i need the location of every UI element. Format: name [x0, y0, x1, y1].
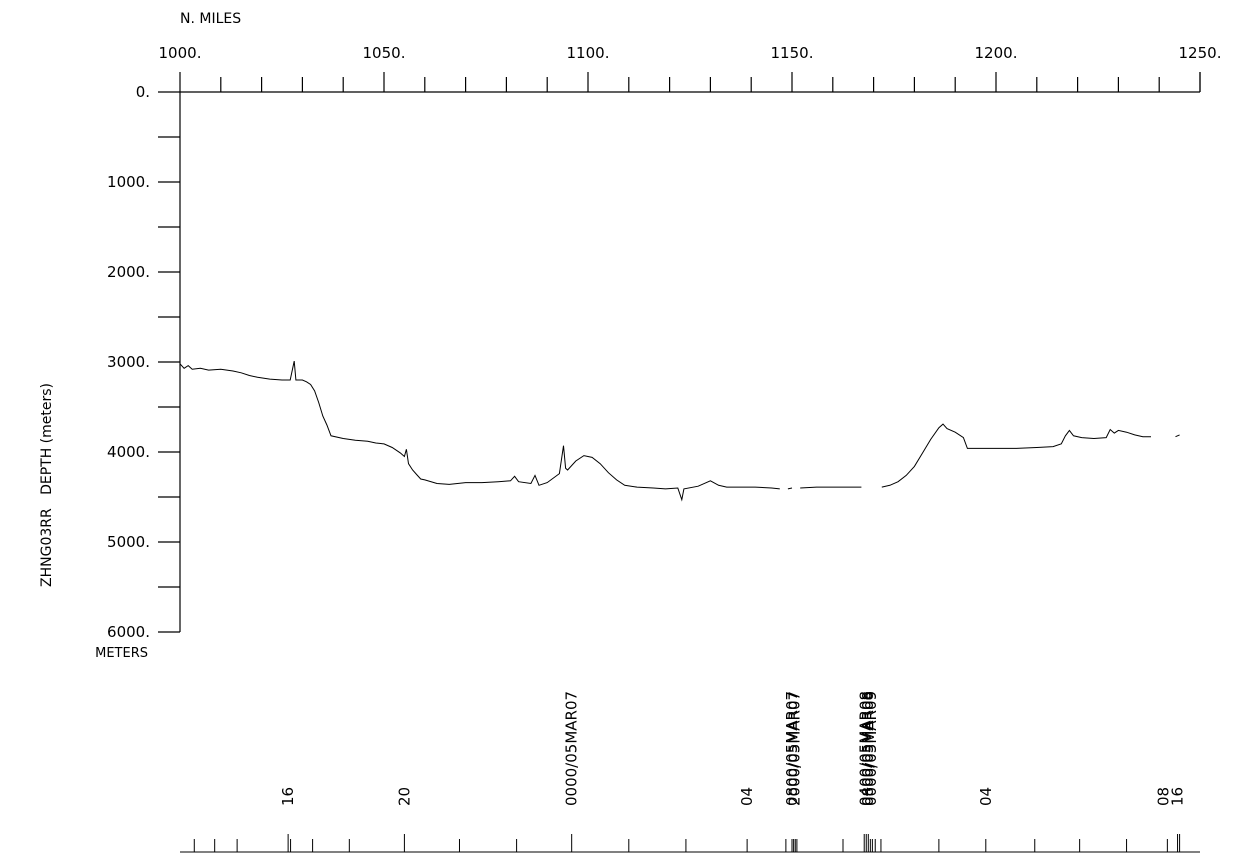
- timeline-label: 0000/05MAR09: [862, 691, 880, 806]
- x-axis-title: N. MILES: [180, 11, 241, 27]
- timeline-label: 0000/05MAR07: [563, 691, 581, 806]
- y-tick-labels: 0. 1000. 2000. 3000. 4000. 5000. 6000.: [107, 83, 150, 641]
- y-unit-label: METERS: [95, 646, 148, 661]
- y-tick-label: 4000.: [107, 443, 150, 461]
- timeline-label: 08: [1154, 787, 1172, 806]
- timeline-label: 0400/05MAR08: [856, 691, 874, 806]
- y-axis-title: ZHNG03RR DEPTH (meters): [39, 383, 55, 587]
- timeline-labels: 16 20 0000/05MAR07 04 0800/05MAR072000/05MAR…: [279, 691, 1187, 806]
- timeline-label: 2000/05MAR07: [785, 691, 803, 806]
- x-tick-label: 1000.: [159, 44, 202, 62]
- timeline-label: 20: [395, 787, 413, 806]
- depth-line-segment: [787, 487, 793, 490]
- timeline-label: 04: [977, 787, 995, 806]
- depth-line-segment: [179, 360, 780, 502]
- timeline-label: 04: [738, 787, 756, 806]
- depth-line-segment: [881, 423, 1151, 488]
- y-tick-label: 5000.: [107, 533, 150, 551]
- x-tick-label: 1200.: [975, 44, 1018, 62]
- x-tick-label: 1150.: [771, 44, 814, 62]
- x-tick-label: 1250.: [1179, 44, 1222, 62]
- y-tick-label: 0.: [136, 83, 150, 101]
- y-tick-label: 3000.: [107, 353, 150, 371]
- x-tick-label: 1050.: [363, 44, 406, 62]
- x-tick-label: 1100.: [567, 44, 610, 62]
- depth-line-segment: [800, 486, 862, 489]
- x-axis-ticks: [179, 72, 1201, 92]
- timeline-ticks: [193, 834, 1181, 852]
- y-axis-ticks: [158, 91, 180, 633]
- y-tick-label: 2000.: [107, 263, 150, 281]
- timeline-label: 0800/05MAR07: [783, 691, 801, 806]
- x-tick-labels: 1000. 1050. 1100. 1150. 1200. 1250.: [159, 44, 1222, 62]
- timeline-label: 0800/05MAR08: [859, 691, 877, 806]
- timeline-label: 16: [279, 787, 297, 806]
- y-tick-label: 1000.: [107, 173, 150, 191]
- y-tick-label: 6000.: [107, 623, 150, 641]
- depth-line-segment: [1175, 434, 1180, 438]
- depth-series: [179, 360, 1180, 502]
- timeline-label: 16: [1169, 787, 1187, 806]
